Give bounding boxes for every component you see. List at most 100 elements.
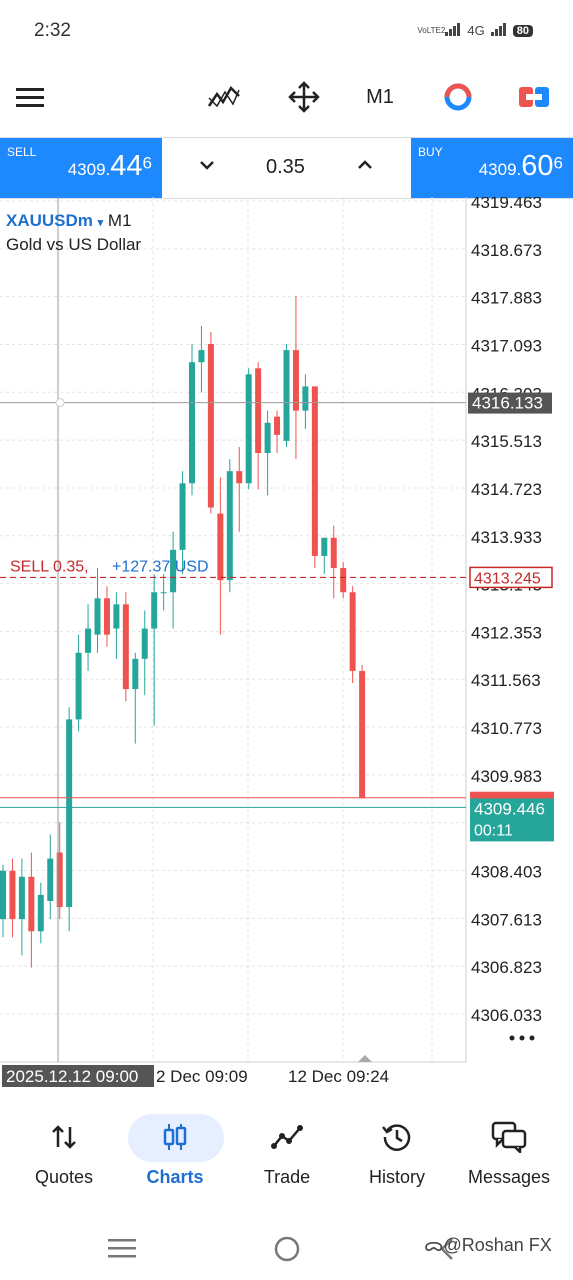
sell-button[interactable]: SELL 4309.446 (0, 138, 162, 198)
sell-order-profit: +127.37 USD (112, 558, 209, 575)
candle-body (94, 598, 101, 635)
symbol-label[interactable]: XAUUSDm ▾ M1 (6, 211, 132, 231)
candle-body (217, 513, 224, 581)
more-dots-icon (529, 1035, 535, 1041)
price-tick-label: 4317.093 (471, 336, 542, 355)
price-tick-label: 4314.723 (471, 480, 542, 499)
volte-indicator: VoLTE2 (417, 25, 446, 35)
watermark-text: @Roshan FX (443, 1235, 552, 1255)
candle-body (122, 604, 129, 690)
candle-body (245, 374, 252, 484)
signal-icon-2 (490, 22, 507, 39)
candle-body (321, 537, 328, 556)
watermark-logo-icon: ᯅ (424, 1235, 444, 1255)
candle-body (198, 350, 205, 363)
order-price-label: 4313.245 (474, 570, 541, 587)
home-icon[interactable] (273, 1235, 301, 1268)
order-price-box (469, 566, 553, 589)
sell-label: SELL (7, 145, 37, 159)
sell-price-big: 44 (110, 150, 143, 182)
volume-increase-icon[interactable] (354, 154, 376, 181)
bid-price-box (470, 798, 554, 842)
price-chart[interactable]: 4319.4634318.6734317.8834317.0934316.303… (0, 197, 573, 1097)
candle-body (311, 386, 318, 556)
trade-line-icon (232, 1115, 342, 1159)
buy-price: 4309.606 (479, 150, 563, 183)
nav-charts[interactable]: Charts (120, 1115, 230, 1188)
watermark: ᯅ@Roshan FX (424, 1233, 552, 1257)
status-time: 2:32 (34, 20, 71, 41)
volume-decrease-icon[interactable] (196, 154, 218, 181)
nav-charts-label: Charts (146, 1167, 204, 1187)
price-tick-label: 4308.403 (471, 863, 542, 882)
symbol-dropdown-icon[interactable]: ▾ (97, 217, 104, 229)
candle-body (340, 568, 347, 593)
nav-quotes-label: Quotes (34, 1167, 94, 1187)
sell-price-sup: 6 (142, 153, 152, 173)
price-tick-label: 4306.033 (471, 1006, 542, 1025)
price-tick-label: 4312.353 (471, 623, 542, 642)
sell-price: 4309.446 (68, 150, 152, 183)
sell-order-label: SELL 0.35, (10, 558, 89, 575)
bottom-navigation: Quotes Charts Trade History Messages (0, 1097, 573, 1207)
nav-history-label: History (368, 1167, 425, 1187)
symbol-name: XAUUSDm (6, 211, 93, 230)
candle-body (9, 870, 16, 920)
candle-body (0, 870, 6, 920)
status-icons: VoLTE2 4G 80 (417, 22, 533, 39)
bid-price-label: 4309.446 (474, 799, 545, 818)
history-clock-icon (342, 1115, 452, 1159)
charts-candles-icon (120, 1115, 230, 1159)
nav-messages[interactable]: Messages (454, 1115, 564, 1188)
indicators-icon[interactable] (204, 74, 244, 120)
back-icon[interactable] (438, 1237, 458, 1266)
nav-trade-label: Trade (263, 1167, 311, 1187)
chart-toolbar: M1 (0, 62, 573, 136)
candle-body (274, 416, 281, 435)
candle-body (103, 598, 110, 635)
objects-icon[interactable] (438, 74, 478, 120)
candle-body (66, 719, 73, 908)
time-label: 12 Dec 09:24 (288, 1067, 389, 1086)
buy-label: BUY (418, 145, 443, 159)
hamburger-menu-icon[interactable] (12, 74, 48, 120)
messages-chat-icon (454, 1115, 564, 1159)
crosshair-time-label: 2025.12.12 09:00 (6, 1067, 138, 1086)
price-tick-label: 4310.773 (471, 719, 542, 738)
price-tick-label: 4306.823 (471, 958, 542, 977)
nav-trade[interactable]: Trade (232, 1115, 342, 1188)
chart-canvas[interactable]: 4319.4634318.6734317.8834317.0934316.303… (0, 197, 573, 1097)
recent-apps-icon[interactable] (108, 1237, 136, 1264)
price-tick-label: 4309.983 (471, 767, 542, 786)
buy-button[interactable]: BUY 4309.606 (411, 138, 573, 198)
candle-body (113, 604, 120, 629)
nav-quotes[interactable]: Quotes (9, 1115, 119, 1188)
nav-history[interactable]: History (342, 1115, 452, 1188)
battery-level: 80 (512, 24, 533, 37)
more-dots-icon (509, 1035, 515, 1041)
one-click-trading-icon[interactable] (514, 74, 554, 120)
candle-body (160, 592, 167, 594)
symbol-timeframe: M1 (107, 211, 132, 230)
more-dots-icon (519, 1035, 525, 1041)
price-tick-label: 4319.463 (471, 197, 542, 212)
crosshair-point (55, 398, 65, 408)
timeframe-button[interactable]: M1 (366, 85, 394, 108)
symbol-description: Gold vs US Dollar (6, 235, 142, 254)
crosshair-time-box (2, 1065, 154, 1087)
crosshair-move-icon[interactable] (284, 74, 324, 120)
time-label: 2 Dec 09:09 (156, 1067, 248, 1086)
crosshair-price-box (468, 392, 552, 414)
candle-body (264, 422, 271, 454)
candle-body (255, 368, 262, 454)
chart-scroll-handle (358, 1055, 372, 1062)
bar-countdown-label: 00:11 (474, 822, 513, 839)
candle-body (47, 858, 54, 901)
candle-body (349, 592, 356, 671)
volume-field[interactable]: 0.35 (266, 156, 305, 178)
quotes-arrows-icon (9, 1115, 119, 1159)
buy-price-main: 4309. (478, 160, 522, 179)
crosshair-price-label: 4316.133 (472, 394, 543, 413)
status-bar: 2:32 VoLTE2 4G 80 (0, 0, 573, 62)
price-tick-label: 4311.563 (471, 671, 541, 690)
